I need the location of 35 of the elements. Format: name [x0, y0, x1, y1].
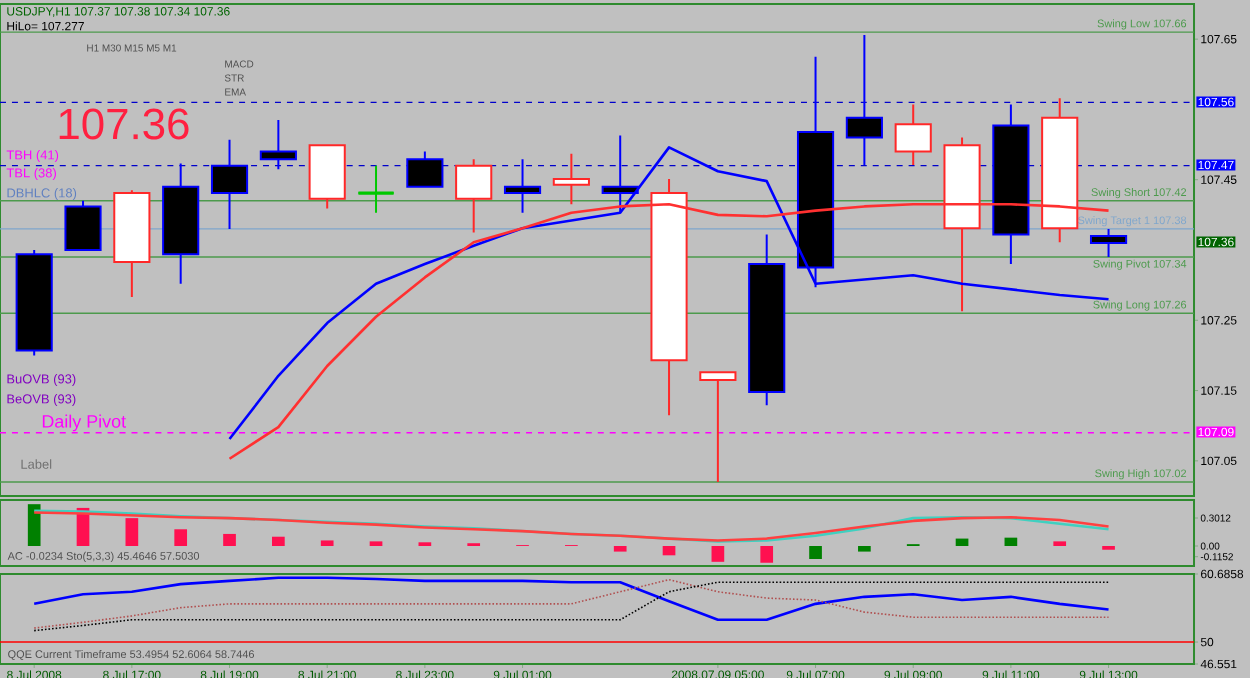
bar: [27, 504, 41, 547]
bar: [125, 518, 139, 547]
candlestick: [15, 249, 53, 357]
bar: [369, 541, 383, 547]
bar: [760, 546, 774, 563]
candlestick: [503, 158, 542, 214]
bar: [1004, 537, 1018, 547]
candlestick: [210, 138, 249, 230]
candlestick: [455, 158, 493, 234]
candlestick: [845, 33, 883, 166]
candlestick: [259, 118, 297, 171]
candlestick: [113, 189, 151, 299]
bar: [613, 546, 627, 552]
candlestick: [406, 150, 444, 188]
bar: [809, 546, 822, 560]
ref-line-label: Daily Pivot: [42, 414, 126, 432]
candlestick: [64, 199, 102, 251]
candlestick: [308, 143, 346, 210]
candlestick: [162, 162, 200, 285]
candlestick: [1089, 227, 1128, 259]
bar: [711, 546, 725, 562]
annotation: 107.36: [59, 108, 189, 140]
bar: [1053, 541, 1067, 547]
candlestick: [356, 164, 396, 214]
bar: [174, 529, 188, 547]
candlestick: [748, 233, 786, 407]
bar: [858, 546, 871, 552]
bar: [223, 533, 236, 547]
candlestick: [552, 152, 590, 206]
candlestick: [992, 103, 1030, 266]
candlestick: [894, 103, 932, 166]
bar: [320, 540, 334, 547]
candlestick: [699, 371, 737, 483]
bar: [662, 546, 676, 556]
bar: [272, 536, 285, 547]
